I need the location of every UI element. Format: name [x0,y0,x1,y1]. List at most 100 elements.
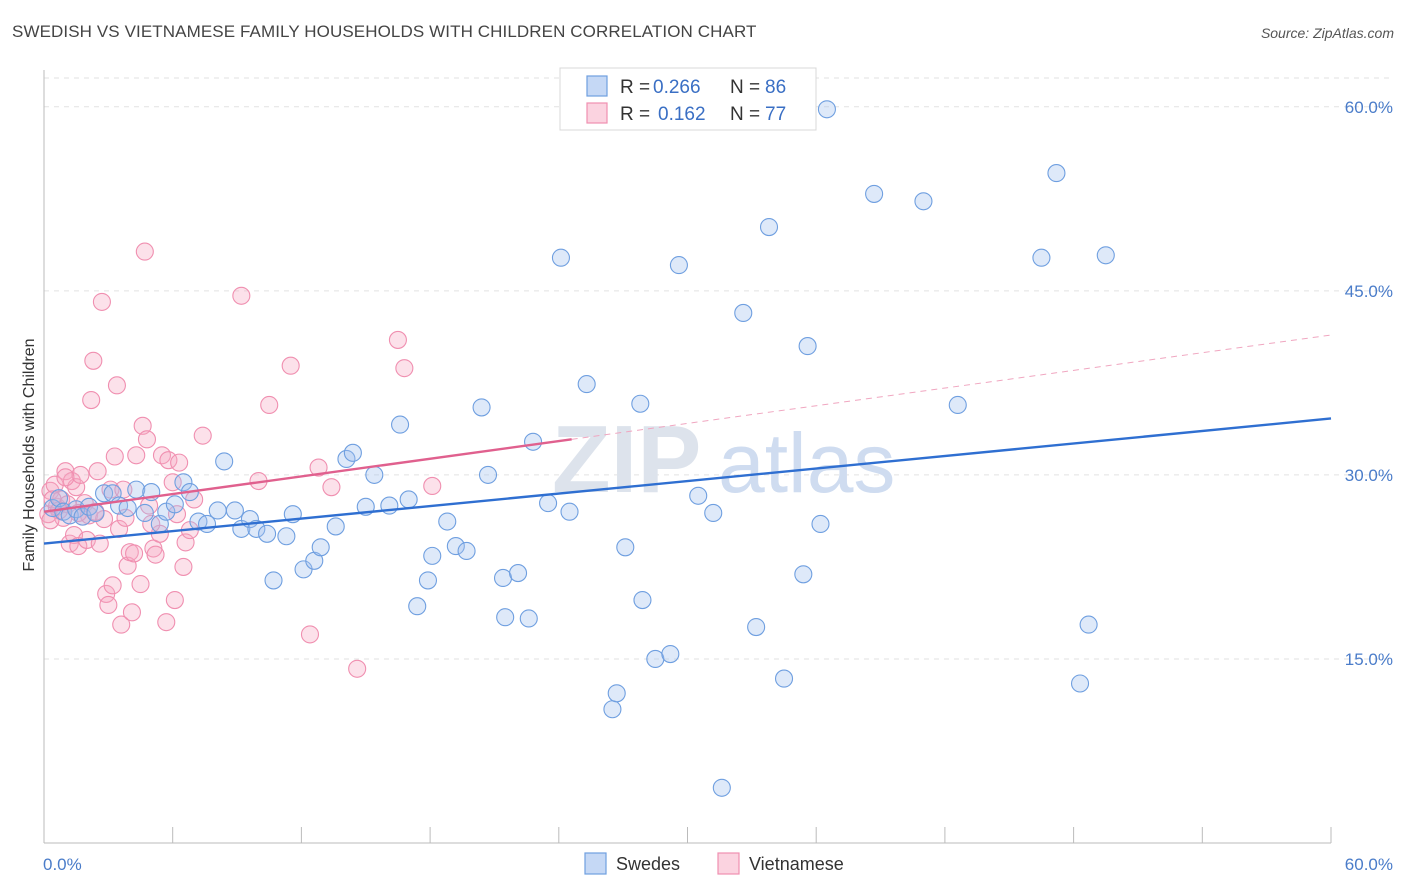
vietnamese-point [395,359,414,378]
legend-swedes-r-value: 0.266 [653,77,701,98]
swedes-point [759,218,779,237]
vietnamese-point [157,613,176,632]
vietnamese-point [309,458,328,477]
y-axis-label: Family Households with Children [21,339,38,572]
trend-lines [43,334,1332,545]
swedes-point [811,514,830,534]
swedes-point [326,517,345,536]
swedes-point [948,395,967,415]
vietnamese-point [322,478,341,497]
swedes-point [438,512,457,531]
swedes-point [86,503,105,522]
swedes-point [646,649,665,669]
swedes-point [208,501,227,520]
bottom-legend-vietnamese-swatch [717,852,740,875]
vietnamese-point [423,476,442,495]
swedes-point [661,644,680,664]
swedes-point [734,303,753,322]
swedes-points [43,100,1115,797]
vietnamese-point [260,395,279,415]
vietnamese-point [135,242,154,261]
y-tick-labels: 15.0% 30.0% 45.0% 60.0% [1345,98,1393,669]
vietnamese-point [281,356,300,375]
swedes-point [616,538,635,557]
swedes-point [712,778,731,797]
swedes-point [423,546,442,565]
vietnamese-point [125,544,144,563]
vietnamese-point [174,557,193,576]
swedes-trend-line [43,417,1332,545]
swedes-point [798,337,817,356]
swedes-point [399,490,418,509]
vietnamese-point [112,615,131,634]
vietnamese-point [82,391,101,410]
swedes-point [519,609,538,628]
swedes-point [311,538,330,557]
swedes-point [258,524,277,543]
bottom-legend-swedes-swatch [584,852,607,875]
swedes-point [577,375,596,394]
swedes-point [774,669,794,688]
swedes-point [631,394,650,413]
vietnamese-point [133,416,152,435]
swedes-point [607,684,626,703]
vietnamese-points [39,242,442,678]
legend-swedes-r-label: R = [620,77,650,98]
swedes-point [508,564,528,583]
vietnamese-point [71,465,90,484]
watermark-zip: ZIP [552,406,701,513]
axes [43,70,1332,844]
swedes-point [215,452,234,471]
vietnamese-point [88,462,107,481]
swedes-point [174,473,193,492]
vietnamese-trend-line [43,438,572,513]
vietnamese-point [127,446,146,465]
source-label: Source: ZipAtlas.com [1260,25,1394,41]
bottom-legend-vietnamese-label: Vietnamese [749,854,844,874]
swedes-point [418,571,438,590]
swedes-point [391,415,410,434]
vietnamese-point [388,330,407,349]
swedes-point [551,248,570,267]
vietnamese-point [137,430,157,449]
vietnamese-point [107,376,126,395]
vietnamese-point [99,595,118,615]
y-tick-label-0: 15.0% [1345,650,1393,669]
swedes-point [914,192,933,211]
swedes-point [49,489,69,508]
legend-vietnamese-r-label: R = [620,104,650,125]
legend: R = 0.266 N = 86 R = 0.162 N = 77 [559,67,817,131]
swedes-point [1047,164,1066,183]
swedes-point [446,537,465,556]
vietnamese-point [122,603,141,622]
legend-swedes-n-label: N = [730,77,760,98]
legend-swedes-swatch [586,75,608,97]
grid-lines [44,77,1393,660]
chart-title: SWEDISH VS VIETNAMESE FAMILY HOUSEHOLDS … [12,22,757,41]
bottom-legend-swedes-label: Swedes [616,854,680,874]
y-tick-label-2: 45.0% [1345,282,1393,301]
swedes-point [747,618,766,637]
vietnamese-point [170,453,189,472]
swedes-point [1070,674,1090,693]
swedes-point [343,443,362,462]
swedes-point [496,608,515,627]
legend-vietnamese-r-value: 0.162 [658,104,706,125]
vietnamese-trend-extension [571,334,1332,440]
vietnamese-point [193,426,212,445]
vietnamese-point [103,576,122,595]
legend-vietnamese-n-value: 77 [765,104,786,125]
swedes-point [603,700,622,719]
swedes-point [865,184,884,203]
swedes-point [524,432,543,451]
vietnamese-point [146,545,165,564]
swedes-point [165,495,184,514]
swedes-point [539,494,558,513]
swedes-point [493,568,513,588]
vietnamese-point [56,468,75,487]
swedes-point [689,486,708,505]
swedes-point [457,541,476,561]
swedes-point [365,465,384,484]
vietnamese-point [163,473,182,492]
